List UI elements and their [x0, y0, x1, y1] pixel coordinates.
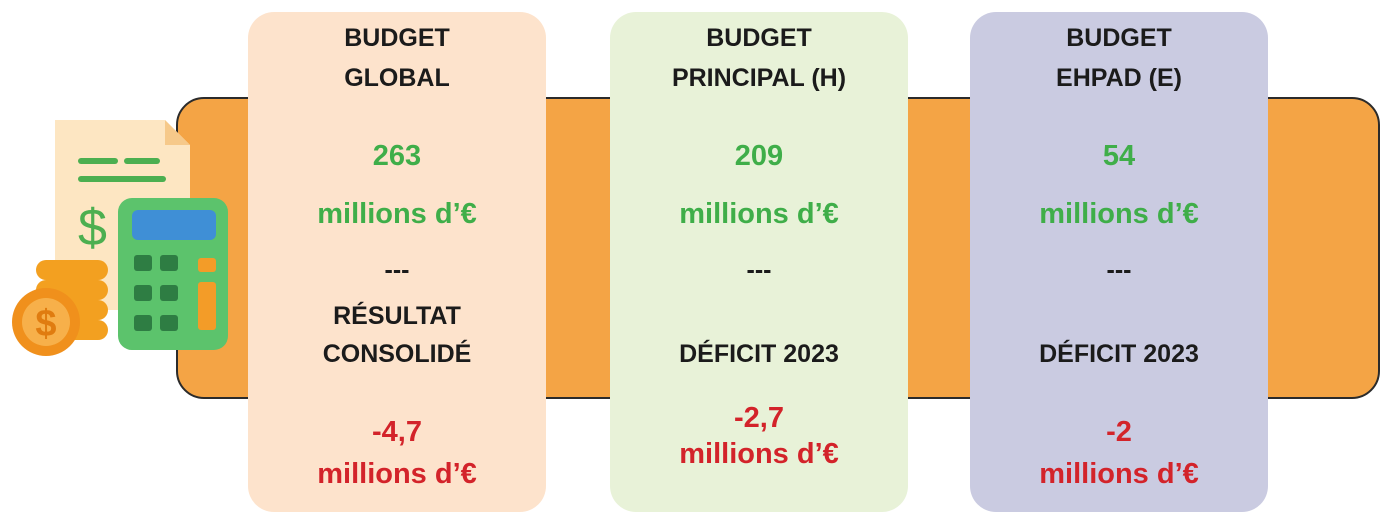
amount-unit: millions d’€ — [679, 198, 839, 230]
result: -2 — [1106, 416, 1132, 448]
result: -2,7 — [734, 402, 784, 434]
card-title: BUDGET — [344, 24, 450, 52]
budget-card: BUDGET GLOBAL 263 millions d’€ --- RÉSUL… — [248, 12, 546, 512]
card-title: BUDGET — [1066, 24, 1172, 52]
amount: 263 — [372, 140, 422, 172]
amount-unit: millions d’€ — [1039, 198, 1199, 230]
separator: --- — [1106, 256, 1132, 284]
result-label: RÉSULTAT — [333, 302, 461, 330]
separator: --- — [746, 256, 772, 284]
card-title: EHPAD (E) — [1056, 64, 1182, 92]
result-unit: millions d’€ — [679, 438, 839, 470]
result-label: DÉFICIT 2023 — [679, 340, 839, 368]
amount: 209 — [734, 140, 784, 172]
card-title: PRINCIPAL (H) — [671, 64, 847, 92]
amount: 54 — [1102, 140, 1136, 172]
finance-icon: $ $ — [12, 120, 228, 356]
svg-text:$: $ — [78, 199, 107, 257]
result-unit: millions d’€ — [317, 458, 477, 490]
svg-text:$: $ — [35, 303, 56, 345]
budget-card: BUDGET PRINCIPAL (H) 209 millions d’€ --… — [610, 12, 908, 512]
result-unit: millions d’€ — [1039, 458, 1199, 490]
result-label: DÉFICIT 2023 — [1039, 340, 1199, 368]
budget-card: BUDGET EHPAD (E) 54 millions d’€ --- DÉF… — [970, 12, 1268, 512]
separator: --- — [384, 256, 410, 284]
result-label: CONSOLIDÉ — [322, 340, 472, 368]
amount-unit: millions d’€ — [317, 198, 477, 230]
result: -4,7 — [372, 416, 422, 448]
card-title: GLOBAL — [344, 64, 450, 92]
card-title: BUDGET — [706, 24, 812, 52]
